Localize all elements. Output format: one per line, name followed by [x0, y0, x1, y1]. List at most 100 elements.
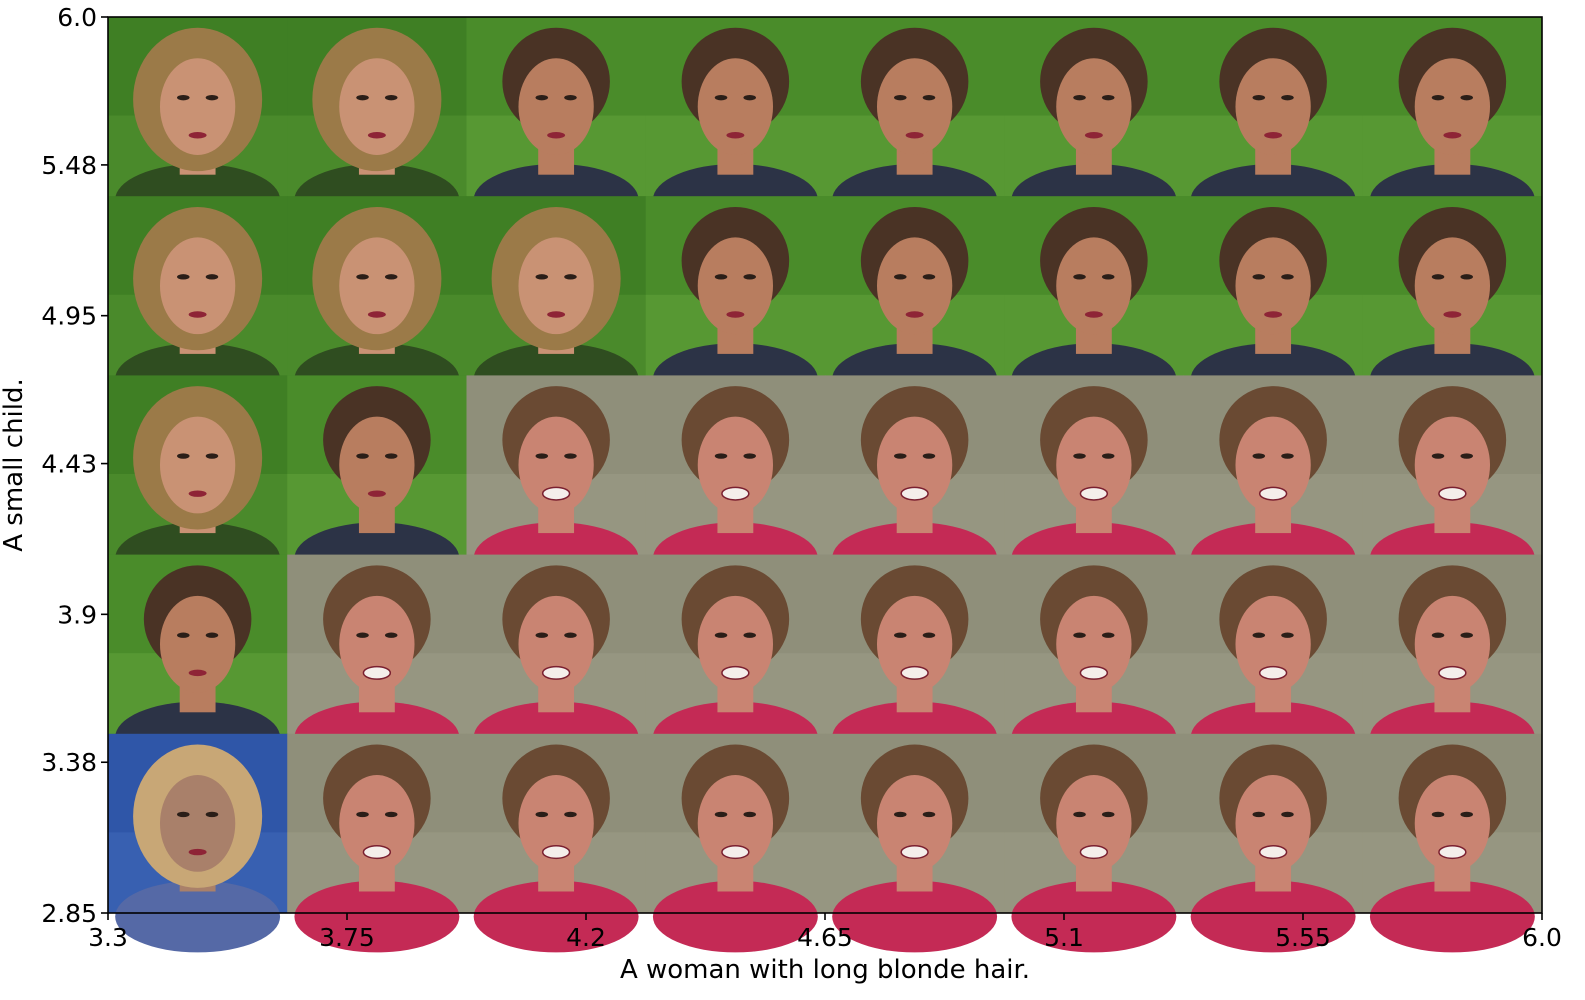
right-eye: [922, 94, 936, 101]
mouth: [188, 311, 207, 318]
left-eye: [1252, 94, 1266, 101]
left-eye: [356, 453, 369, 459]
mouth: [1438, 486, 1467, 501]
right-eye: [384, 632, 398, 638]
right-eye: [922, 811, 936, 818]
face: [159, 416, 236, 514]
left-eye: [1073, 94, 1086, 101]
face: [1414, 58, 1491, 155]
face: [159, 595, 236, 693]
left-eye: [177, 811, 190, 818]
x-axis-label: A woman with long blonde hair.: [620, 955, 1030, 985]
mouth: [1084, 311, 1103, 318]
left-eye: [535, 274, 549, 280]
right-eye: [564, 94, 577, 101]
left-eye: [714, 811, 728, 818]
image-cell: [1004, 17, 1184, 236]
face: [1235, 237, 1311, 335]
x-tick-label: 4.65: [797, 923, 853, 952]
mouth: [367, 132, 386, 139]
face: [339, 58, 415, 155]
mouth: [547, 311, 566, 318]
x-tick-label: 5.55: [1275, 923, 1331, 952]
mouth: [188, 490, 207, 497]
mouth: [721, 845, 750, 860]
mouth: [362, 845, 392, 860]
face: [1414, 416, 1491, 514]
face: [518, 237, 594, 335]
face: [339, 775, 415, 872]
left-eye: [714, 274, 728, 280]
right-eye: [1101, 274, 1115, 280]
face: [697, 237, 774, 335]
face: [1056, 416, 1132, 514]
right-eye: [1460, 274, 1473, 280]
face: [1414, 237, 1491, 335]
right-eye: [205, 453, 219, 459]
mouth: [188, 132, 207, 139]
left-eye: [1073, 811, 1086, 818]
right-eye: [205, 811, 219, 818]
right-eye: [1101, 632, 1115, 638]
mouth: [721, 665, 750, 680]
face: [1414, 775, 1491, 872]
image-cell: [287, 733, 467, 953]
image-cell: [645, 733, 826, 953]
right-eye: [1460, 94, 1473, 101]
x-tick-label: 5.1: [1044, 923, 1084, 952]
mouth: [541, 665, 571, 680]
face: [1235, 775, 1311, 872]
y-tick-label: 6.0: [57, 3, 97, 32]
y-axis: 6.0 5.48 4.95 4.43 3.9 3.38 2.85: [41, 3, 108, 928]
mouth: [905, 132, 924, 139]
face: [1056, 237, 1132, 335]
right-eye: [564, 453, 577, 459]
left-eye: [1073, 632, 1086, 638]
left-eye: [1252, 274, 1266, 280]
face: [876, 58, 953, 155]
right-eye: [1460, 811, 1473, 818]
left-eye: [535, 632, 549, 638]
y-tick-label: 4.95: [41, 302, 97, 331]
right-eye: [743, 94, 756, 101]
face: [876, 775, 953, 872]
face: [1056, 58, 1132, 155]
face: [697, 595, 774, 693]
left-eye: [894, 453, 907, 459]
left-eye: [356, 632, 369, 638]
face: [876, 595, 953, 693]
mouth: [541, 486, 571, 501]
face: [876, 237, 953, 335]
left-eye: [894, 632, 907, 638]
shirt: [832, 880, 998, 953]
left-eye: [894, 274, 907, 280]
right-eye: [384, 274, 398, 280]
mouth: [726, 132, 745, 139]
mouth: [1264, 311, 1283, 318]
left-eye: [1073, 453, 1086, 459]
left-eye: [1252, 811, 1266, 818]
face: [1235, 58, 1311, 155]
mouth: [900, 486, 929, 501]
mouth: [188, 669, 207, 677]
face: [1414, 595, 1491, 693]
face: [339, 416, 415, 514]
right-eye: [922, 453, 936, 459]
y-tick-label: 5.48: [41, 151, 97, 180]
face: [876, 416, 953, 514]
image-cell: [287, 196, 467, 415]
image-cell: [825, 733, 1005, 953]
left-eye: [177, 274, 190, 280]
face: [697, 58, 774, 155]
right-eye: [384, 811, 398, 818]
image-cell: [645, 554, 826, 774]
image-cell: [466, 733, 647, 953]
face: [1235, 595, 1311, 693]
right-eye: [1101, 94, 1115, 101]
left-eye: [714, 94, 728, 101]
shirt: [1190, 880, 1356, 953]
mouth: [1084, 132, 1103, 139]
y-tick-label: 3.38: [41, 748, 97, 777]
shirt: [473, 880, 639, 953]
